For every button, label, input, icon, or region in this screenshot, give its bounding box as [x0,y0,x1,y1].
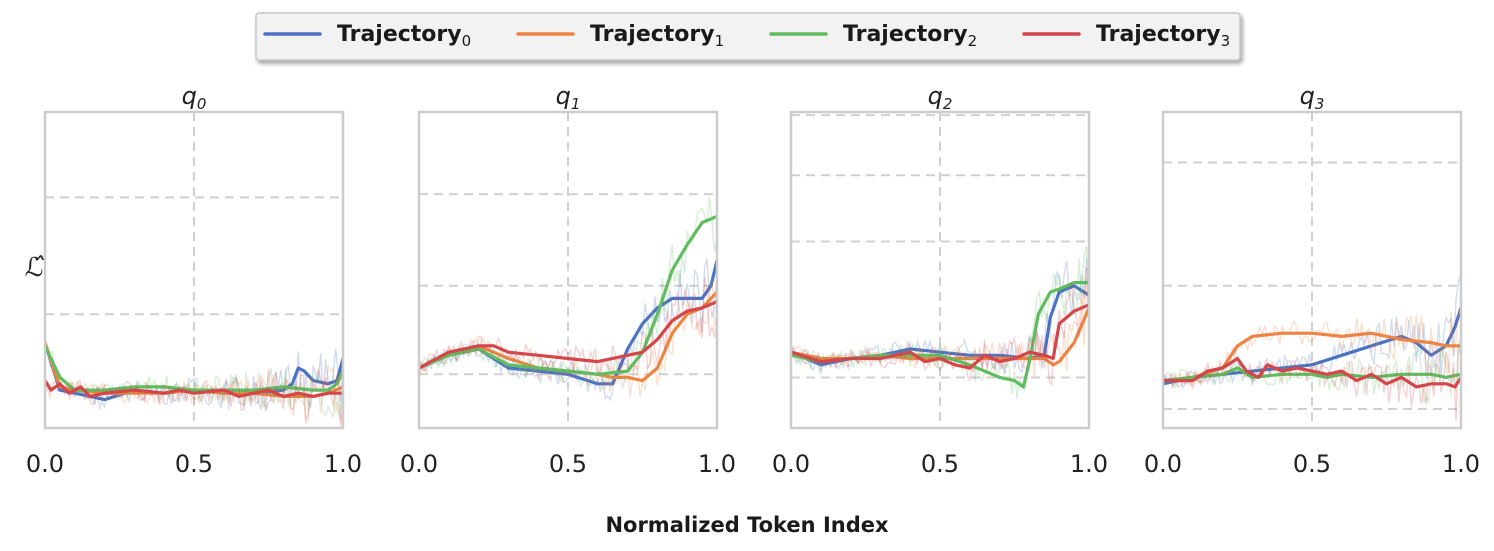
panel-q1: q1 0.0 0.5 1.0 [400,82,736,478]
y-axis-label: ℒ̂ [25,253,45,283]
series-group [1163,272,1461,422]
x-axis-label: Normalized Token Index [605,513,889,537]
legend-label: Trajectory1 [590,22,724,50]
series-line-trajectory-2 [791,281,1089,389]
x-tick-label: 0.0 [1144,450,1182,478]
series-line-trajectory-3 [791,303,1089,370]
legend-label: Trajectory3 [1096,22,1230,50]
legend-label: Trajectory0 [337,22,471,50]
legend-entry-trajectory-0: Trajectory0 [263,22,471,50]
series-line-trajectory-3 [45,379,343,398]
legend: Trajectory0 Trajectory1 Trajectory2 Traject… [255,12,1241,61]
panel-title: q1 [556,82,581,113]
series-line-trajectory-2 [419,214,717,376]
x-tick-label: 1.0 [1442,450,1480,478]
series-group [791,245,1089,399]
legend-label: Trajectory2 [843,22,977,50]
series-line-trajectory-2 [1163,366,1461,383]
x-tick-label: 1.0 [1070,450,1108,478]
panel-title: q3 [1300,82,1325,113]
panel-title: q2 [928,82,953,113]
series-raw-trajectory-1 [791,277,1089,377]
panel-q0: q0 0.0 0.5 1.0 [26,82,362,478]
legend-frame [255,12,1241,61]
series-group [45,340,343,427]
legend-entry-trajectory-1: Trajectory1 [516,22,724,50]
legend-entry-trajectory-2: Trajectory2 [769,22,977,50]
x-tick-label: 0.5 [549,450,587,478]
series-line-trajectory-3 [419,300,717,370]
series-line-trajectory-3 [1163,356,1461,389]
x-tick-label: 0.5 [175,450,213,478]
x-tick-label: 0.5 [921,450,959,478]
series-raw-trajectory-3 [791,267,1089,387]
series-group [419,196,717,402]
series-raw-trajectory-0 [791,257,1089,376]
series-raw-trajectory-2 [45,343,343,419]
x-tick-label: 0.5 [1293,450,1331,478]
x-tick-label: 1.0 [698,450,736,478]
series-raw-trajectory-0 [45,340,343,412]
series-line-trajectory-1 [419,290,717,383]
series-raw-trajectory-0 [419,258,717,402]
x-tick-label: 1.0 [324,450,362,478]
x-tick-label: 0.0 [772,450,810,478]
panel-frame [43,110,345,430]
panel-frame [789,110,1091,430]
series-raw-trajectory-3 [45,368,343,427]
legend-entry-trajectory-3: Trajectory3 [1022,22,1230,50]
panel-title: q0 [182,82,207,113]
panel-q2: q2 0.0 0.5 1.0 [772,82,1108,478]
panel-frame [417,110,719,430]
panel-frame [1161,110,1463,430]
series-raw-trajectory-2 [791,245,1089,399]
series-raw-trajectory-1 [1163,309,1461,388]
series-raw-trajectory-3 [419,276,717,378]
x-tick-label: 0.0 [400,450,438,478]
x-tick-label: 0.0 [26,450,64,478]
panel-q3: q3 0.0 0.5 1.0 [1144,82,1480,478]
